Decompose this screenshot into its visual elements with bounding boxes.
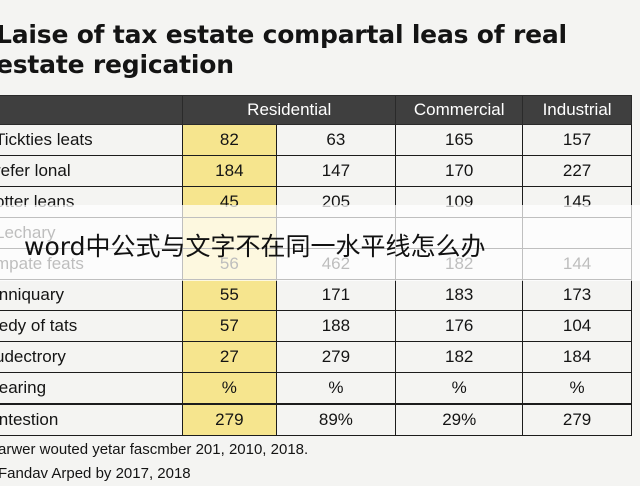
commercial-value: % xyxy=(395,372,524,405)
residential-value-a: 184 xyxy=(182,155,277,187)
title-line-1: Laise of tax estate compartal leas of re… xyxy=(0,20,567,49)
document-title: Laise of tax estate compartal leas of re… xyxy=(0,20,636,80)
header-commercial: Commercial xyxy=(395,95,524,125)
residential-value-a: % xyxy=(182,372,277,405)
title-line-2: estate regication xyxy=(0,50,234,79)
residential-value-b: 147 xyxy=(275,155,397,187)
table-row: learing%%%% xyxy=(0,372,632,405)
table-header-row: Residential Commercial Industrial xyxy=(0,95,632,125)
industrial-value: 173 xyxy=(522,279,632,311)
row-label: ledy of tats xyxy=(0,310,184,342)
header-residential: Residential xyxy=(182,95,397,125)
commercial-value: 29% xyxy=(395,403,524,436)
commercial-value: 176 xyxy=(395,310,524,342)
table-row: intestion 279 89% 29% 279 xyxy=(0,403,632,436)
watermark-band xyxy=(0,205,640,281)
residential-value-b: 171 xyxy=(275,279,397,311)
commercial-value: 182 xyxy=(395,341,524,373)
commercial-value: 165 xyxy=(395,124,524,156)
table-row: inniquary 55 171 183 173 xyxy=(0,279,632,311)
footnote-line-1: arwer wouted yetar fascmber 201, 2010, 2… xyxy=(0,441,309,458)
header-industrial: Industrial xyxy=(522,95,632,125)
residential-value-a: 279 xyxy=(182,403,277,436)
commercial-value: 170 xyxy=(395,155,524,187)
residential-value-a: 57 xyxy=(182,310,277,342)
commercial-value: 183 xyxy=(395,279,524,311)
residential-value-b: % xyxy=(275,372,397,405)
row-label: learing xyxy=(0,372,184,405)
watermark-text: word中公式与文字不在同一水平线怎么办 xyxy=(24,232,486,261)
residential-value-a: 27 xyxy=(182,341,277,373)
header-blank-cell xyxy=(0,95,184,125)
industrial-value: 157 xyxy=(522,124,632,156)
residential-value-b: 279 xyxy=(275,341,397,373)
industrial-value: 227 xyxy=(522,155,632,187)
row-label: Tickties leats xyxy=(0,124,184,156)
residential-value-a: 82 xyxy=(182,124,277,156)
industrial-value: 104 xyxy=(522,310,632,342)
residential-value-b: 63 xyxy=(275,124,397,156)
row-label: intestion xyxy=(0,403,184,436)
footnote-line-2: Fandav Arped by 2017, 2018 xyxy=(0,465,191,482)
residential-value-a: 55 xyxy=(182,279,277,311)
footnote: arwer wouted yetar fascmber 201, 2010, 2… xyxy=(0,438,308,486)
table-row: refer lonal 184 147 170 227 xyxy=(0,155,632,187)
residential-value-b: 188 xyxy=(275,310,397,342)
table-row: ledy of tats 57 188 176 104 xyxy=(0,310,632,342)
row-label: refer lonal xyxy=(0,155,184,187)
residential-value-b: 89% xyxy=(275,403,397,436)
row-label: inniquary xyxy=(0,279,184,311)
industrial-value: % xyxy=(522,372,632,405)
industrial-value: 184 xyxy=(522,341,632,373)
table-row: udectrory 27 279 182 184 xyxy=(0,341,632,373)
row-label: udectrory xyxy=(0,341,184,373)
industrial-value: 279 xyxy=(522,403,632,436)
table-row: Tickties leats 82 63 165 157 xyxy=(0,124,632,156)
